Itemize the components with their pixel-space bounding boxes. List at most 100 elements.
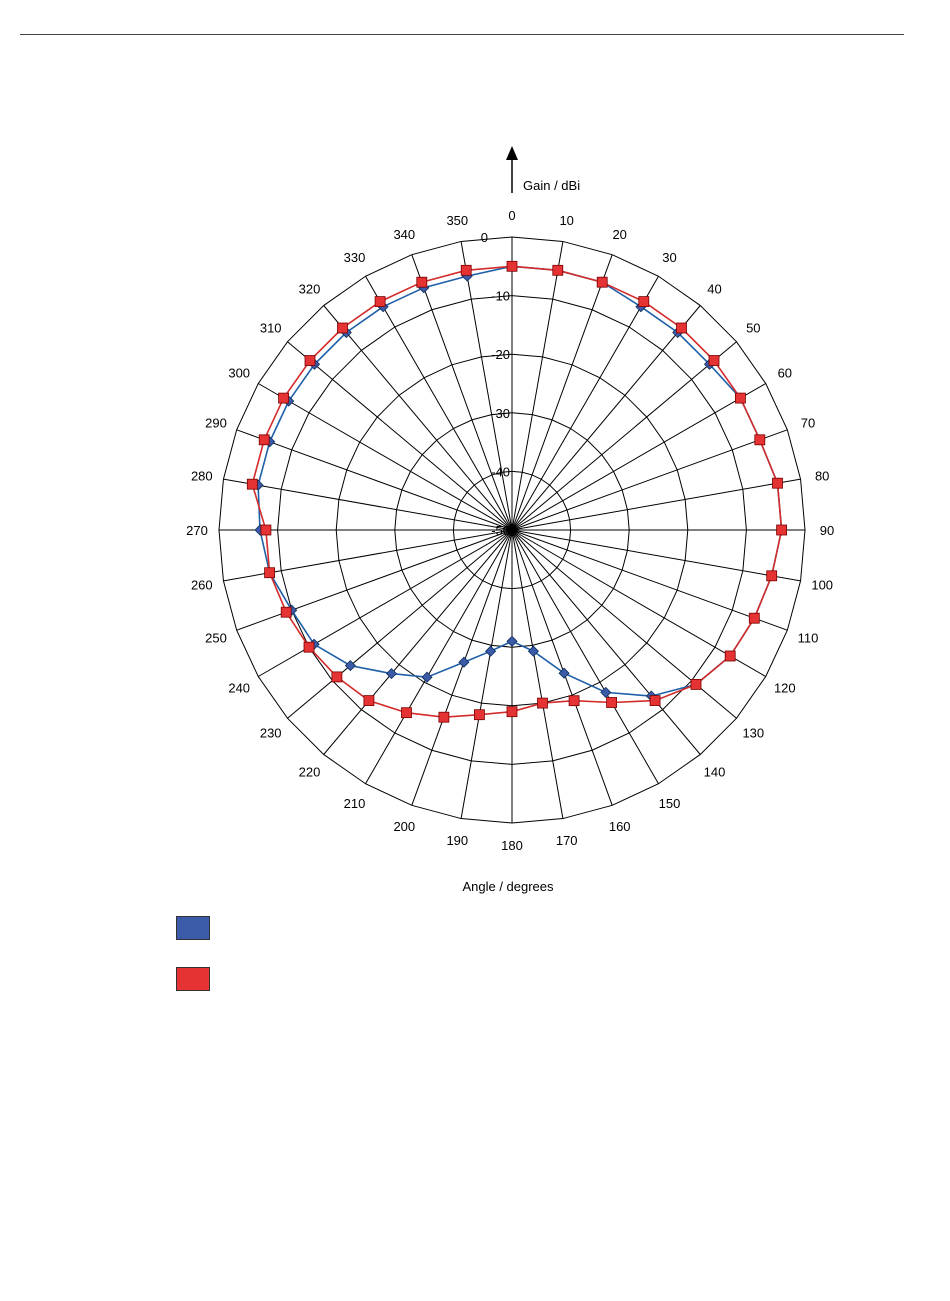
angle-tick-label: 70	[801, 415, 815, 430]
legend-swatch-series-2	[176, 967, 210, 991]
angle-tick-label: 160	[609, 819, 631, 834]
angle-tick-label: 130	[742, 726, 764, 741]
angle-tick-label: 200	[393, 819, 415, 834]
series-2-point	[537, 697, 548, 709]
series-2-point	[337, 322, 348, 334]
angle-tick-label: 320	[299, 282, 321, 297]
series-2-point	[331, 671, 343, 683]
series-2-point	[246, 478, 258, 490]
series-2-point	[724, 650, 736, 662]
series-1-point	[600, 686, 612, 698]
angle-tick-label: 290	[205, 415, 227, 430]
angle-tick-label: 350	[446, 213, 468, 228]
series-1-point	[558, 667, 570, 679]
angle-tick-labels: 0 10 20 30 40 50 60 70 80 90 100 110 120 130 140 150 160…	[186, 208, 834, 853]
series-2-point	[473, 709, 485, 721]
series-2-point	[363, 695, 375, 706]
gain-axis-arrow	[506, 146, 518, 193]
grid-spoke-30	[258, 383, 513, 531]
page-header-rule	[20, 34, 904, 35]
series-1-point	[485, 645, 497, 657]
grid-spoke-28	[223, 478, 513, 531]
series-2-point	[748, 612, 760, 624]
grid-spoke-17	[511, 529, 564, 819]
angle-tick-label: 310	[260, 321, 282, 336]
angle-tick-label: 230	[260, 726, 282, 741]
series-2-point	[303, 641, 315, 653]
series-2-point	[596, 276, 608, 288]
radial-tick-label: -50	[491, 523, 510, 538]
series-2-point	[754, 434, 766, 446]
angle-tick-label: 140	[704, 764, 726, 779]
angle-tick-label: 190	[446, 833, 468, 848]
grid-spoke-34	[411, 254, 513, 531]
grid-spoke-5	[511, 341, 737, 531]
series-2-point	[638, 296, 650, 308]
angle-tick-label: 60	[778, 366, 792, 381]
series-1-point	[506, 635, 518, 647]
angle-tick-label: 10	[559, 213, 573, 228]
angle-tick-label: 180	[501, 838, 523, 853]
series-2-point	[708, 355, 720, 366]
series-2-point	[304, 355, 316, 366]
series-2-point	[568, 695, 580, 707]
series-2-point	[506, 260, 518, 272]
angle-tick-label: 0	[508, 208, 515, 223]
grid-spoke-3	[511, 276, 659, 531]
grid-spoke-15	[511, 529, 659, 784]
grid-spoke-7	[511, 429, 788, 531]
radial-tick-label: -30	[491, 406, 510, 421]
series-2-point	[280, 606, 292, 618]
grid-spoke-10	[511, 529, 801, 582]
series-2-point	[766, 570, 778, 582]
grid-spoke-22	[323, 529, 513, 755]
angle-tick-label: 240	[228, 681, 250, 696]
angle-tick-label: 20	[612, 227, 626, 242]
series-2-point	[676, 322, 687, 334]
series-1-point	[344, 660, 356, 672]
series-2-point	[278, 392, 290, 404]
grid-spoke-6	[511, 383, 766, 531]
angle-tick-label: 50	[746, 321, 760, 336]
angle-tick-label: 120	[774, 681, 796, 696]
grid-spoke-11	[511, 529, 788, 631]
grid-spoke-32	[323, 305, 513, 531]
grid-spoke-29	[236, 429, 513, 531]
angle-tick-label: 260	[191, 578, 213, 593]
series-2-point	[506, 706, 518, 718]
grid-spoke-4	[511, 305, 701, 531]
series-1-point	[527, 645, 539, 657]
series-2-point	[776, 524, 787, 536]
series-2-point	[438, 711, 450, 723]
angle-tick-label: 220	[299, 764, 321, 779]
series-2	[246, 260, 787, 723]
data-series	[246, 260, 788, 723]
center-hub	[507, 525, 517, 535]
angle-tick-label: 150	[659, 796, 681, 811]
angle-tick-label: 100	[811, 578, 833, 593]
grid-spoke-8	[511, 478, 801, 531]
radial-tick-labels: 0 -10 -20 -30 -40 -50	[481, 230, 510, 538]
grid-spoke-25	[236, 529, 513, 631]
angle-tick-label: 170	[556, 833, 578, 848]
series-2-point	[374, 296, 386, 308]
grid-spoke-21	[365, 529, 513, 784]
angle-tick-label: 90	[820, 523, 834, 538]
grid-spoke-16	[511, 529, 613, 806]
grid-spoke-23	[287, 529, 513, 719]
series-2-line	[251, 265, 783, 719]
series-1-point	[385, 668, 398, 680]
series-1-point	[421, 671, 433, 683]
angle-tick-label: 30	[662, 250, 676, 265]
radial-tick-label: -20	[491, 347, 510, 362]
series-2-point	[264, 567, 276, 579]
grid-spoke-19	[460, 529, 513, 819]
polar-grid	[218, 236, 806, 824]
series-1	[252, 260, 788, 702]
radial-tick-label: -10	[491, 289, 510, 304]
grid-spoke-1	[511, 241, 564, 531]
angle-tick-label: 280	[191, 468, 213, 483]
series-2-point	[460, 264, 472, 276]
series-2-point	[260, 524, 272, 536]
